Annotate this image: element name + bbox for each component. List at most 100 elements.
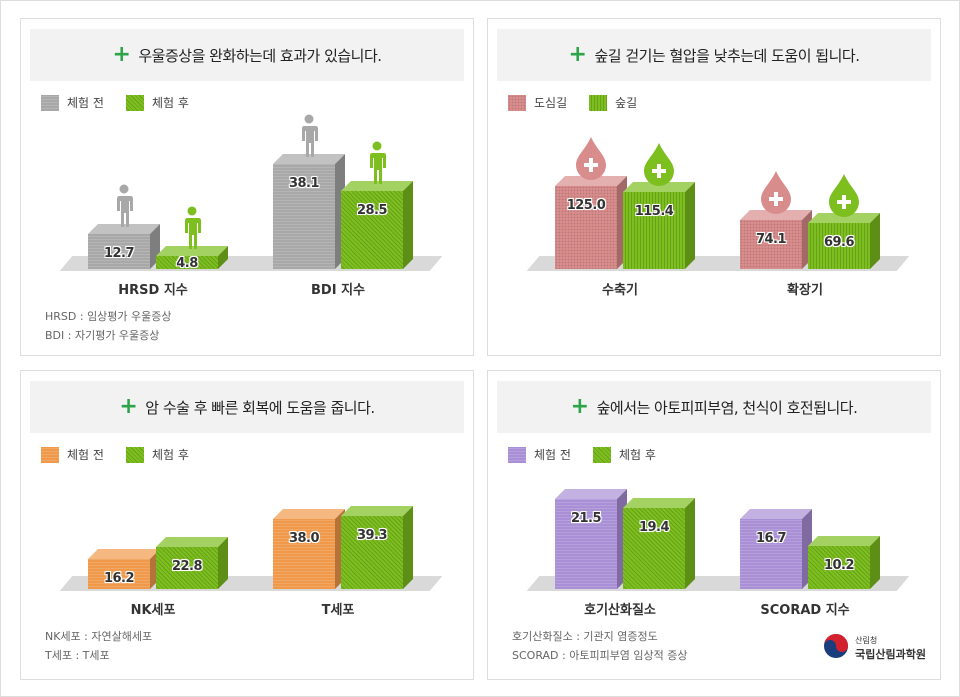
legend-item: 체험 전	[41, 94, 104, 111]
legend-swatch	[41, 446, 59, 463]
blood-drop-icon	[643, 142, 675, 190]
logo-line2: 국립산림과학원	[855, 647, 926, 661]
panel-title: 숲길 걷기는 혈압을 낮추는데 도움이 됩니다.	[594, 46, 860, 65]
bar-value-label: 39.3	[356, 528, 388, 544]
person-icon	[367, 141, 387, 189]
legend-label: 체험 후	[151, 448, 189, 462]
legend: 도심길 숲길	[508, 94, 637, 111]
legend-label: 체험 전	[67, 448, 104, 462]
panel-header: + 숲길 걷기는 혈압을 낮추는데 도움이 됩니다.	[497, 29, 931, 81]
bar-side	[403, 180, 413, 269]
blood-drop-icon	[575, 136, 607, 184]
bar-top	[341, 506, 413, 517]
bar-value-label: 115.4	[634, 204, 674, 220]
panel-header: + 우울증상을 완화하는데 효과가 있습니다.	[30, 29, 464, 81]
bar-value-label: 38.0	[288, 530, 320, 546]
bar-value-label: 69.6	[823, 234, 855, 250]
legend-item: 체험 전	[508, 446, 571, 463]
panel-title: 암 수술 후 빠른 회복에 도움을 줍니다.	[145, 398, 375, 417]
bar-front	[623, 192, 685, 269]
panel-header: + 암 수술 후 빠른 회복에 도움을 줍니다.	[30, 381, 464, 433]
bar-value-label: 22.8	[171, 558, 203, 574]
bar: 39.3	[341, 506, 413, 589]
blood-drop-icon	[828, 173, 860, 221]
legend: 체험 전 체험 후	[41, 94, 189, 111]
bar: 125.0	[555, 175, 627, 269]
bar-front	[341, 516, 403, 589]
legend-label: 체험 후	[618, 448, 656, 462]
bar: 74.1	[740, 209, 812, 269]
category-label: SCORAD 지수	[760, 603, 850, 618]
bar-front	[623, 507, 685, 589]
bar-front	[273, 518, 335, 589]
bar-top	[555, 488, 627, 499]
legend-swatch	[592, 446, 611, 463]
bar-top	[156, 536, 228, 547]
bar-front	[156, 546, 218, 589]
bar: 12.7	[88, 224, 160, 269]
bar-side	[870, 212, 880, 269]
legend-label: 체험 후	[151, 96, 189, 110]
blood-drop-icon	[760, 170, 792, 218]
bar: 38.0	[273, 508, 345, 589]
category-label: 수축기	[602, 283, 638, 298]
panel-title: 숲에서는 아토피피부염, 천식이 호전됩니다.	[596, 398, 858, 417]
bar-top	[808, 536, 880, 547]
panel-header: + 숲에서는 아토피피부염, 천식이 호전됩니다.	[497, 381, 931, 433]
bar-value-label: 28.5	[356, 202, 388, 218]
legend-swatch	[125, 94, 144, 111]
bar-front	[555, 498, 617, 589]
bar-front	[88, 234, 150, 269]
bar: 38.1	[273, 154, 345, 269]
legend-item: 체험 후	[592, 446, 656, 463]
person-icon	[114, 184, 134, 232]
bar-front	[808, 222, 870, 269]
legend-swatch	[589, 94, 608, 111]
bar-top	[273, 508, 345, 519]
bar-value-label: 125.0	[566, 197, 606, 213]
bar: 69.6	[808, 212, 880, 269]
bar-front	[156, 255, 218, 269]
plus-icon: +	[568, 42, 587, 67]
legend-swatch	[41, 94, 59, 111]
bar-value-label: 4.8	[176, 255, 198, 271]
bar-front	[808, 546, 870, 589]
bar: 115.4	[623, 182, 695, 269]
note-line: 호기산화질소 : 기관지 염증정도	[512, 630, 658, 643]
logo-line1: 산림청	[855, 635, 878, 645]
plus-icon: +	[112, 42, 131, 67]
bar-front	[555, 185, 617, 269]
category-label: 확장기	[787, 283, 823, 298]
bar-value-label: 12.7	[103, 246, 135, 262]
legend-item: 체험 후	[125, 94, 189, 111]
bar-value-label: 74.1	[755, 231, 787, 247]
bar-top	[740, 508, 812, 519]
bar-front	[273, 164, 335, 269]
bar-front	[88, 559, 150, 589]
legend-label: 체험 전	[534, 448, 571, 462]
legend-swatch	[508, 446, 526, 463]
bar-top	[88, 549, 160, 560]
bar: 16.2	[88, 549, 160, 589]
logo-emblem-icon	[823, 633, 849, 663]
bar: 16.7	[740, 508, 812, 589]
plus-icon: +	[119, 394, 138, 419]
bar-front	[740, 219, 802, 269]
legend-item: 도심길	[508, 94, 567, 111]
plus-icon: +	[570, 394, 589, 419]
note-line: BDI : 자기평가 우울증상	[45, 329, 160, 342]
bar-side	[685, 182, 695, 269]
bar: 10.2	[808, 536, 880, 589]
legend-swatch	[508, 94, 526, 111]
legend: 체험 전 체험 후	[41, 446, 189, 463]
category-label: BDI 지수	[311, 283, 365, 298]
bar-top	[623, 497, 695, 508]
bar-value-label: 10.2	[823, 558, 855, 574]
bar: 22.8	[156, 536, 228, 589]
chart-panel: + 숲에서는 아토피피부염, 천식이 호전됩니다. 체험 전 체험 후 21.5 19.4…	[487, 370, 941, 680]
category-label: T세포	[321, 603, 355, 618]
bar-value-label: 38.1	[288, 176, 320, 192]
bar-value-label: 21.5	[570, 510, 602, 526]
